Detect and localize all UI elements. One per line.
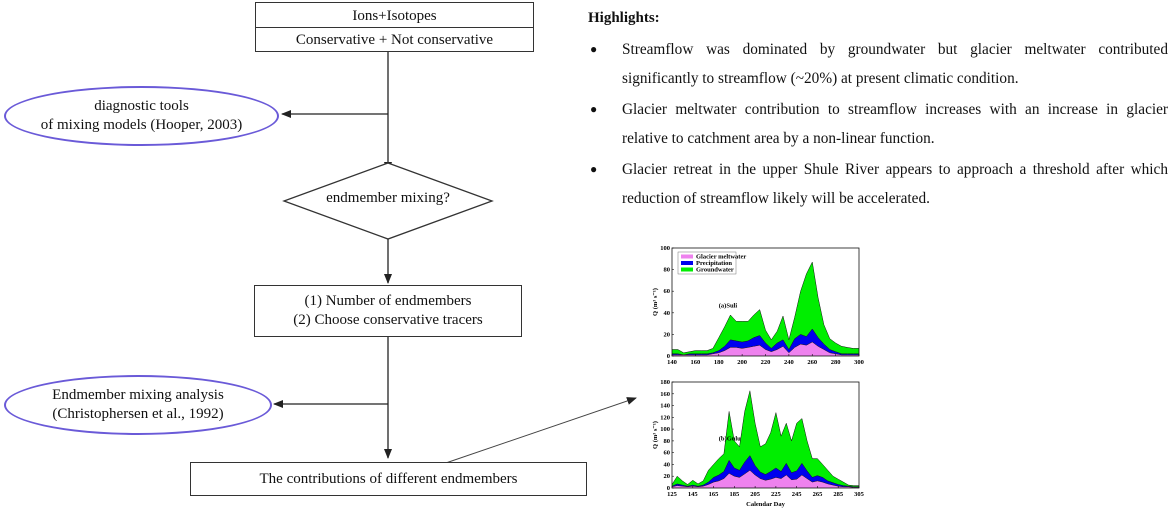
legend-label: Glacier meltwater (696, 254, 746, 261)
y-tick-label: 140 (660, 403, 670, 410)
bottom-box-label: The contributions of different endmember… (259, 471, 518, 487)
series-area-precipitation (672, 329, 859, 355)
y-axis-label: Q (m³ s⁻¹) (652, 288, 659, 316)
highlight-text: Glacier meltwater contribution to stream… (622, 101, 1168, 147)
legend-label: Groundwater (696, 267, 734, 274)
series-area-groundwater (672, 390, 859, 487)
top-box-line1: Ions+Isotopes (256, 3, 533, 28)
y-tick-label: 160 (660, 391, 670, 398)
chart-title: (a)Suli (719, 302, 738, 309)
bullet-icon: ● (590, 102, 598, 116)
highlights-section: Highlights: ● Streamflow was dominated by… (588, 10, 1168, 215)
x-tick-label: 125 (667, 491, 678, 498)
y-tick-label: 0 (667, 485, 670, 492)
series-area-glacier-meltwater (672, 470, 859, 488)
ellipse-1-line2: of mixing models (Hooper, 2003) (40, 117, 243, 133)
y-axis-label: Q (m³ s⁻¹) (652, 421, 659, 449)
top-box-line2: Conservative + Not conservative (295, 32, 494, 48)
x-axis-label: Calendar Day (746, 501, 785, 508)
bullet-icon: ● (590, 162, 598, 176)
x-tick-label: 305 (854, 491, 865, 498)
y-tick-label: 60 (664, 288, 671, 295)
y-tick-label: 40 (664, 310, 671, 317)
x-tick-label: 225 (771, 491, 782, 498)
x-tick-label: 145 (688, 491, 699, 498)
x-tick-label: 165 (709, 491, 720, 498)
series-line-glacier-meltwater (672, 341, 859, 356)
x-tick-label: 285 (833, 491, 844, 498)
y-tick-label: 100 (660, 426, 670, 433)
y-tick-label: 120 (660, 414, 670, 421)
x-tick-label: 200 (737, 359, 747, 366)
bullet-icon: ● (590, 42, 598, 56)
ellipse-2-line1: Endmember mixing analysis (52, 387, 224, 403)
chart-gulu: 0 20 40 60 80 100 120 140 160 180 125 145 165 185 205 2… (652, 379, 865, 508)
legend-swatch (681, 261, 693, 265)
highlight-item: ● Glacier meltwater contribution to strea… (588, 95, 1168, 153)
legend-label: Precipitation (696, 260, 732, 267)
top-box: Ions+Isotopes Conservative + Not conserv… (255, 2, 534, 52)
x-tick-label: 265 (813, 491, 824, 498)
series-line-precipitation (671, 455, 859, 488)
middle-box-line2: (2) Choose conservative tracers (293, 312, 483, 328)
middle-box: (1) Number of endmembers (2) Choose cons… (254, 285, 522, 337)
series-line-glacier-meltwater (671, 469, 859, 488)
legend-swatch (681, 267, 693, 272)
y-tick-label: 60 (664, 450, 671, 457)
x-tick-label: 240 (784, 359, 794, 366)
highlight-item: ● Glacier retreat in the upper Shule Rive… (588, 155, 1168, 213)
chart-suli: 0 20 40 60 80 100 140 160 180 200 220 240 260 280 300 Q… (652, 245, 864, 366)
y-tick-label: 20 (664, 331, 671, 338)
y-tick-label: 20 (664, 473, 671, 480)
highlights-title: Highlights: (588, 10, 660, 26)
ellipse-endmember-analysis: Endmember mixing analysis (Christopherse… (4, 375, 272, 435)
decision-label: endmember mixing? (326, 190, 450, 206)
x-tick-label: 245 (792, 491, 803, 498)
series-line-precipitation (672, 328, 859, 356)
series-area-groundwater (672, 262, 859, 355)
y-tick-label: 0 (667, 353, 670, 360)
x-tick-label: 220 (761, 359, 771, 366)
arrow-to-charts (436, 397, 637, 467)
x-tick-label: 280 (831, 359, 841, 366)
ellipse-diagnostic-tools: diagnostic tools of mixing models (Hoope… (4, 86, 279, 146)
y-tick-label: 80 (664, 438, 671, 445)
y-tick-label: 40 (664, 461, 671, 468)
highlight-text: Glacier retreat in the upper Shule River… (622, 161, 1168, 207)
x-tick-label: 180 (714, 359, 724, 366)
chart-title: (b)Gulu (719, 435, 741, 442)
y-tick-label: 100 (660, 245, 670, 252)
y-tick-label: 180 (660, 379, 670, 386)
middle-box-line1: (1) Number of endmembers (304, 293, 472, 309)
highlight-text: Streamflow was dominated by groundwater … (622, 41, 1168, 87)
bottom-box: The contributions of different endmember… (190, 462, 587, 496)
series-line-groundwater (671, 390, 859, 486)
x-tick-label: 160 (691, 359, 701, 366)
x-tick-label: 300 (854, 359, 864, 366)
x-tick-label: 260 (807, 359, 817, 366)
x-tick-label: 185 (729, 491, 740, 498)
ellipse-1-line1: diagnostic tools (94, 98, 189, 114)
x-tick-label: 140 (667, 359, 677, 366)
series-area-precipitation (672, 455, 859, 488)
ellipse-2-line2: (Christophersen et al., 1992) (52, 406, 224, 422)
plot-frame (671, 381, 860, 489)
y-tick-label: 80 (664, 267, 671, 274)
x-tick-label: 205 (750, 491, 761, 498)
highlights-list: ● Streamflow was dominated by groundwater… (588, 35, 1168, 213)
legend-swatch (681, 254, 693, 259)
series-line-groundwater (672, 261, 859, 354)
series-area-glacier-meltwater (672, 342, 859, 356)
highlight-item: ● Streamflow was dominated by groundwater… (588, 35, 1168, 93)
